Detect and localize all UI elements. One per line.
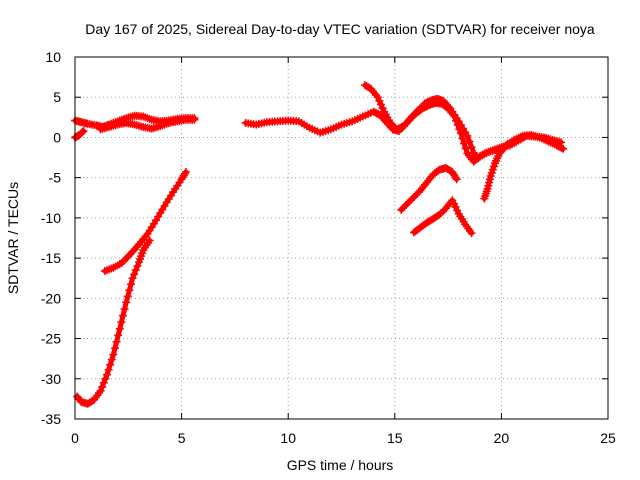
y-tick-label: -30: [41, 371, 61, 387]
data-point-marker: [123, 292, 132, 301]
y-tick-label: -35: [41, 411, 61, 427]
y-tick-label: -5: [49, 170, 62, 186]
data-point-marker: [110, 344, 119, 353]
series-track-8: [397, 164, 461, 214]
y-tick-label: -25: [41, 331, 61, 347]
data-point-marker: [452, 175, 461, 184]
data-point-marker: [122, 298, 131, 307]
data-point-marker: [98, 382, 107, 391]
data-point-marker: [145, 236, 154, 245]
data-point-marker: [107, 355, 116, 364]
x-tick-label: 20: [494, 430, 510, 446]
data-point-marker: [115, 324, 124, 333]
data-point-marker: [378, 104, 387, 113]
y-tick-label: -15: [41, 250, 61, 266]
series-track-9: [409, 196, 476, 238]
data-point-marker: [455, 125, 464, 134]
data-point-marker: [452, 116, 461, 125]
data-point-marker: [469, 148, 478, 157]
data-point-marker: [114, 331, 123, 340]
data-point-marker: [78, 128, 87, 137]
data-point-marker: [461, 144, 470, 153]
data-point-marker: [99, 378, 108, 387]
data-point-marker: [456, 129, 465, 138]
chart-title: Day 167 of 2025, Sidereal Day-to-day VTE…: [85, 21, 595, 37]
data-point-marker: [502, 141, 511, 150]
plot-frame: [74, 56, 609, 420]
data-point-marker: [104, 365, 113, 374]
data-point-marker: [453, 120, 462, 129]
data-point-marker: [451, 173, 460, 182]
data-point-marker: [130, 270, 139, 279]
data-point-marker: [131, 266, 140, 275]
data-series: [71, 81, 568, 408]
data-point-marker: [190, 115, 199, 124]
data-point-marker: [373, 93, 382, 102]
x-tick-labels: 0 5 10 15 20 25: [71, 430, 616, 446]
data-point-marker: [96, 386, 105, 395]
data-point-marker: [79, 127, 88, 136]
data-point-marker: [559, 144, 568, 153]
data-point-marker: [109, 350, 118, 359]
x-tick-label: 25: [600, 430, 616, 446]
series-track-4: [73, 236, 154, 408]
y-tick-label: -20: [41, 290, 61, 306]
data-point-marker: [126, 280, 135, 289]
data-point-marker: [101, 374, 110, 383]
series-track-10: [480, 139, 512, 203]
data-point-marker: [450, 112, 459, 121]
grid-lines: [75, 57, 608, 419]
data-point-marker: [180, 169, 189, 178]
y-tick-label: 0: [53, 129, 61, 145]
data-point-marker: [118, 311, 127, 320]
data-point-marker: [181, 168, 190, 177]
data-point-marker: [503, 139, 512, 148]
data-point-marker: [467, 143, 476, 152]
data-point-marker: [375, 96, 384, 105]
data-point-marker: [120, 304, 129, 313]
y-tick-label: 10: [45, 49, 61, 65]
data-point-marker: [106, 360, 115, 369]
data-point-marker: [557, 143, 566, 152]
data-point-marker: [453, 206, 462, 215]
data-point-marker: [117, 318, 126, 327]
y-tick-label: 5: [53, 89, 61, 105]
data-point-marker: [448, 196, 457, 205]
data-point-marker: [460, 139, 469, 148]
data-point-marker: [112, 337, 121, 346]
y-tick-label: -10: [41, 210, 61, 226]
data-point-marker: [125, 286, 134, 295]
data-point-marker: [449, 199, 458, 208]
y-axis-label: SDTVAR / TECUs: [5, 182, 21, 294]
data-point-marker: [467, 229, 476, 238]
data-point-marker: [102, 370, 111, 379]
x-tick-label: 0: [71, 430, 79, 446]
data-point-marker: [465, 137, 474, 146]
y-tick-labels: 10 5 0 -5 -10 -15 -20 -25 -30 -35: [41, 49, 61, 427]
series-track-3: [96, 115, 199, 134]
data-point-marker: [376, 100, 385, 109]
series-track-7: [360, 81, 568, 166]
data-point-marker: [458, 134, 467, 143]
x-tick-label: 10: [280, 430, 296, 446]
data-point-marker: [451, 203, 460, 212]
data-point-marker: [463, 131, 472, 140]
data-point-marker: [128, 274, 137, 283]
series-track-5: [100, 168, 190, 275]
x-tick-label: 15: [387, 430, 403, 446]
data-point-marker: [133, 262, 142, 271]
x-axis-label: GPS time / hours: [287, 457, 394, 473]
x-tick-label: 5: [178, 430, 186, 446]
